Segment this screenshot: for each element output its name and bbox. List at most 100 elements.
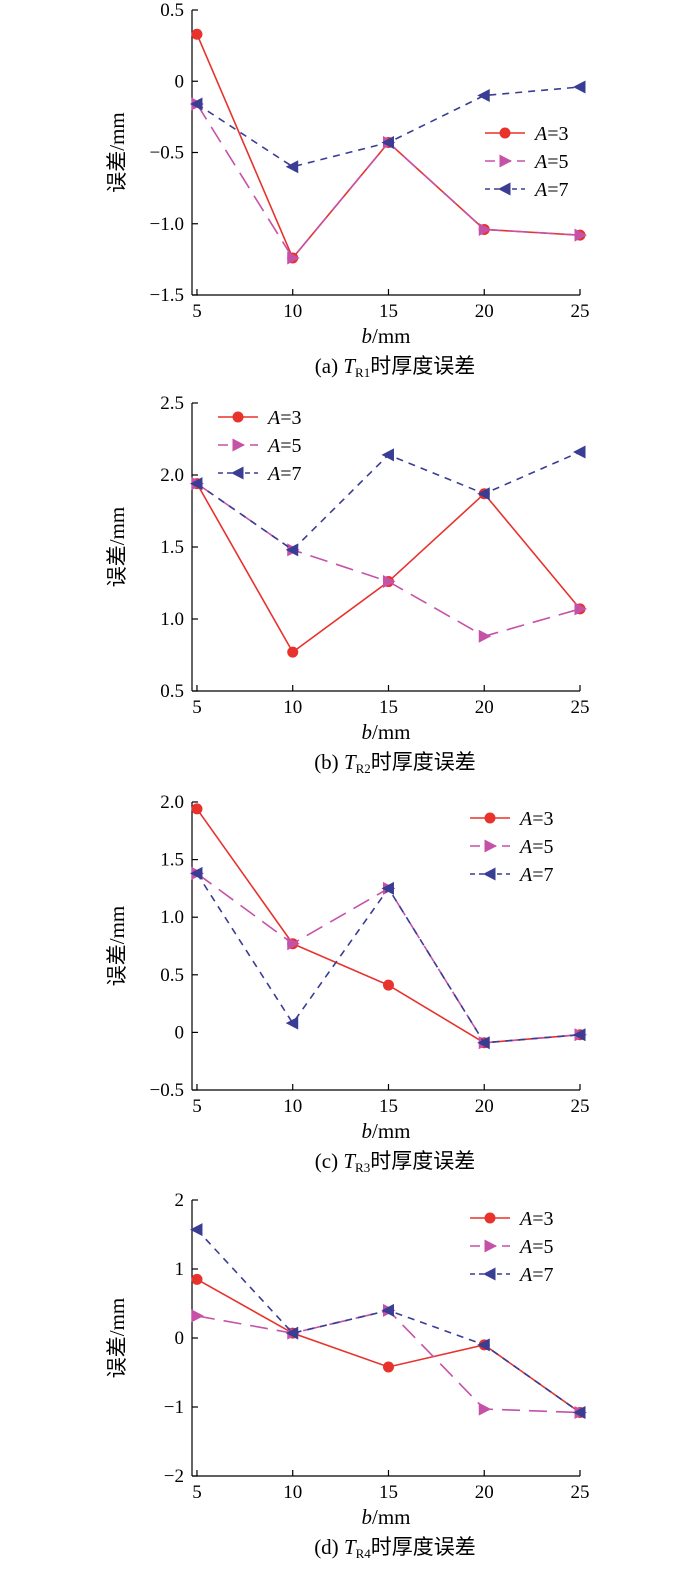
data-point-A7 [285,1326,299,1340]
x-axis-label-unit: /mm [372,1119,411,1143]
data-point-A7 [381,136,394,150]
x-tick-label: 25 [571,1096,590,1117]
y-tick-label: −1 [164,1397,184,1418]
x-tick-label: 20 [475,301,494,322]
data-point-A7 [573,1028,586,1042]
caption-suffix: 时厚度误差 [370,354,475,378]
legend-label-var: A [518,1264,533,1286]
series-line-A3 [196,483,581,654]
data-point-A5 [478,1402,492,1416]
data-point-A3 [191,1273,203,1285]
caption-variable: T [344,1535,357,1559]
y-tick-label: 0 [175,71,185,92]
data-point-A7 [189,866,203,880]
data-point-A7 [381,448,394,462]
caption-subscript: R2 [356,761,371,776]
y-tick-label: 1.0 [160,609,184,630]
data-point-A5 [287,937,300,951]
data-point-A5 [574,228,587,242]
series-line-A5 [196,103,581,260]
chart-panel-c: −0.5 0 0.5 1.0 1.5 2.0 5 10 15 20 25 误差/mm b/mm (c) T… [105,792,590,1175]
series-line-A5 [196,482,581,638]
legend-label-var: A [266,463,281,485]
y-tick-label: −0.5 [150,1080,184,1101]
legend-marker [232,411,244,423]
legend-label: A=7 [518,1264,554,1286]
legend-label: A=3 [518,808,554,830]
legend-label: A=5 [266,435,302,457]
x-tick-label: 5 [192,697,202,718]
legend-marker [484,1212,496,1224]
legend-marker [484,812,496,824]
data-point-A7 [573,80,586,94]
legend-marker [231,466,244,480]
series-line-A5 [196,872,581,1044]
legend-marker [498,182,511,196]
legend-label-var: A [518,836,533,858]
legend-marker [483,1267,496,1281]
caption-prefix: (b) [314,750,344,774]
data-point-A7 [189,97,203,111]
data-point-A7 [285,1016,299,1030]
legend-label-value: =5 [547,151,568,173]
data-point-A5 [287,251,300,265]
legend-marker [483,867,496,881]
series-line-A7 [196,872,581,1044]
legend-marker [499,154,512,168]
legend-label: A=3 [518,1208,554,1230]
legend-label-var: A [533,151,548,173]
chart-panel-a: −1.5 −1.0 −0.5 0 0.5 5 10 15 20 25 误差/mm b/mm (a) TR… [105,0,590,380]
panel-caption: (d) TR4时厚度误差 [314,1535,476,1561]
legend-label-value: =3 [532,808,553,830]
legend-marker [232,438,245,452]
legend: A=3A=5A=7 [485,123,569,201]
x-axis-label-unit: /mm [372,720,411,744]
caption-prefix: (a) [315,354,344,378]
x-axis-label-var: b [361,324,372,348]
data-point-A5 [191,1309,204,1323]
legend-label: A=5 [518,1236,554,1258]
panel-caption: (a) TR1时厚度误差 [315,354,475,380]
data-point-A7 [381,1303,394,1317]
panel-caption: (c) TR3时厚度误差 [315,1149,475,1175]
x-tick-label: 15 [379,1096,398,1117]
x-tick-label: 25 [571,697,590,718]
y-tick-label: −1.5 [150,285,184,306]
caption-suffix: 时厚度误差 [370,1149,475,1173]
legend: A=3 A=5 A=7 [470,1208,554,1286]
y-tick-label: 0.5 [160,965,184,986]
legend-label-var: A [266,435,281,457]
data-point-A7 [573,1406,586,1420]
series-line-A7 [196,86,581,168]
data-point-A7 [573,445,586,459]
y-axis-label: 误差/mm [105,112,129,193]
legend: A=3A=5A=7 [470,808,554,886]
x-axis-label-unit: /mm [372,324,411,348]
data-point-A7 [381,881,394,895]
x-tick-label: 10 [283,1482,302,1503]
caption-suffix: 时厚度误差 [371,1535,476,1559]
series-line-A5 [196,1309,581,1414]
caption-prefix: (c) [315,1149,344,1173]
legend-label-value: =3 [547,123,568,145]
series-line-A3 [196,1278,581,1414]
caption-suffix: 时厚度误差 [371,750,476,774]
chart-panel-b: 0.5 1.0 1.5 2.0 2.5 5 10 15 20 25 误差/mm b/mm (b) TR2… [105,393,590,776]
legend-label: A=5 [533,151,569,173]
x-tick-label: 20 [475,1482,494,1503]
y-tick-label: 0.5 [160,0,184,21]
legend-label: A=3 [266,407,302,429]
y-tick-label: 2 [175,1190,185,1211]
x-tick-label: 25 [571,1482,590,1503]
y-tick-label: 2.0 [160,465,184,486]
y-tick-label: 2.0 [160,792,184,813]
y-axis-label: 误差/mm [105,507,129,588]
data-point-A5 [478,222,492,236]
legend-marker [484,839,497,853]
data-point-A5 [382,575,396,589]
x-tick-label: 15 [379,1482,398,1503]
legend-label-value: =5 [532,836,553,858]
legend-label-var: A [518,808,533,830]
x-tick-label: 20 [475,1096,494,1117]
